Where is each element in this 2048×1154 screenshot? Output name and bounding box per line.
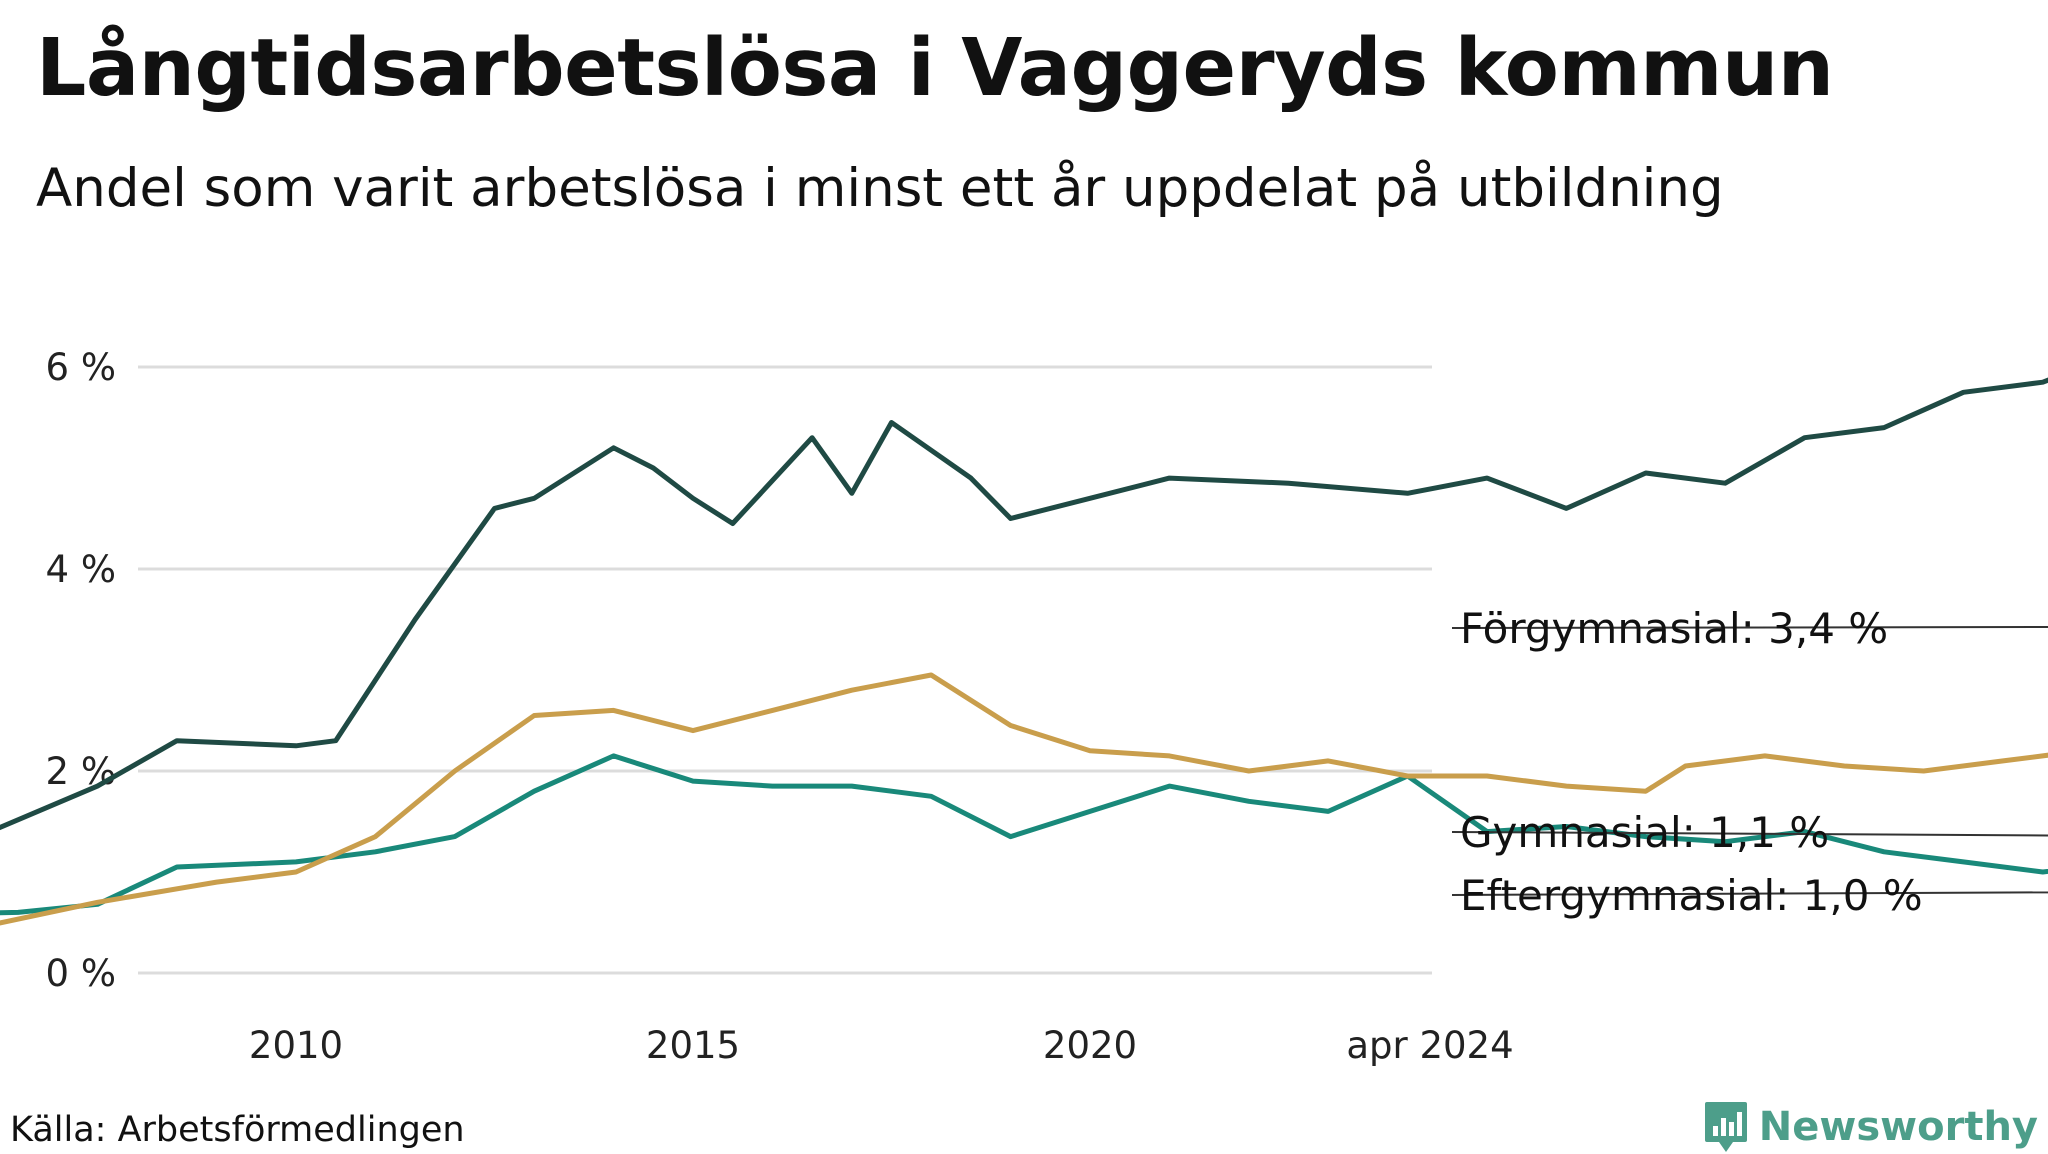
end-label-gymnasial: Gymnasial: 1,1 % (1460, 808, 1829, 857)
y-tick-label: 0 % (46, 952, 116, 995)
y-tick-label: 4 % (46, 548, 116, 591)
end-label-eftergymnasial: Eftergymnasial: 1,0 % (1460, 871, 1923, 920)
series-line-gymnasial (0, 672, 2048, 926)
y-axis-ticks: 0 % 2 % 4 % 6 % (46, 346, 116, 995)
x-axis-ticks: 2010 2015 2020 apr 2024 (249, 1024, 1514, 1067)
series-lines (0, 377, 2048, 926)
y-tick-label: 6 % (46, 346, 116, 389)
source-note: Källa: Arbetsförmedlingen (10, 1110, 465, 1150)
y-tick-label: 2 % (46, 750, 116, 793)
x-tick-label: 2010 (249, 1024, 343, 1067)
gridlines (138, 365, 1432, 975)
brand-logo: Newsworthy (1703, 1100, 2038, 1154)
x-tick-label: 2020 (1043, 1024, 1137, 1067)
brand-name: Newsworthy (1758, 1104, 2038, 1150)
x-tick-label: apr 2024 (1346, 1024, 1513, 1067)
end-labels: Förgymnasial: 3,4 % Gymnasial: 1,1 % Efter… (1451, 604, 2048, 920)
chart-title: Långtidsarbetslösa i Vaggeryds kommun (36, 22, 1834, 114)
series-line-eftergymnasial (0, 753, 2048, 916)
chart-subtitle: Andel som varit arbetslösa i minst ett å… (36, 158, 1724, 219)
end-label-forgymnasial: Förgymnasial: 3,4 % (1460, 604, 1888, 653)
x-tick-label: 2015 (646, 1024, 740, 1067)
bar-chart-icon (1704, 1102, 1747, 1152)
series-line-forgymnasial (0, 377, 2048, 831)
